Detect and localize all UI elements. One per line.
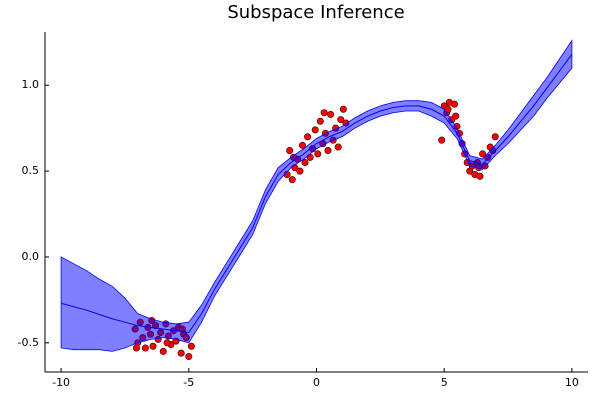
data-point <box>337 116 345 124</box>
x-tick-label: -5 <box>183 376 194 389</box>
x-tick-label: 10 <box>565 376 579 389</box>
data-point <box>304 133 312 141</box>
data-point <box>438 136 446 144</box>
data-point <box>149 342 157 350</box>
data-point <box>141 344 149 352</box>
data-point <box>288 176 296 184</box>
data-point <box>159 347 167 355</box>
data-point <box>316 117 324 125</box>
x-tick-label: 5 <box>441 376 448 389</box>
data-point <box>324 146 332 154</box>
data-point <box>452 112 460 120</box>
data-point <box>301 159 309 167</box>
data-point <box>185 353 193 361</box>
y-tick-label: 1.0 <box>22 78 40 91</box>
data-point <box>311 126 319 134</box>
data-point <box>163 339 171 347</box>
confidence-band <box>60 39 573 352</box>
data-point <box>327 110 335 118</box>
y-tick-label: 0.0 <box>22 250 40 263</box>
data-point <box>296 167 304 175</box>
data-point <box>476 172 484 180</box>
chart-title: Subspace Inference <box>227 2 404 23</box>
data-point <box>132 344 140 352</box>
x-tick-label: -10 <box>52 376 70 389</box>
data-point <box>450 100 458 108</box>
x-tick-label: 0 <box>313 376 320 389</box>
data-point <box>320 109 328 117</box>
data-point <box>444 105 452 113</box>
data-point <box>491 133 499 141</box>
data-point <box>334 143 342 151</box>
data-point <box>187 342 195 350</box>
y-tick-label: 0.5 <box>22 164 40 177</box>
data-point <box>286 146 294 154</box>
data-point <box>479 150 487 158</box>
data-point <box>177 349 185 357</box>
y-tick-label: -0.5 <box>18 336 39 349</box>
data-point <box>314 150 322 158</box>
mean-line <box>60 54 573 334</box>
data-point <box>298 141 306 149</box>
data-point <box>339 105 347 113</box>
